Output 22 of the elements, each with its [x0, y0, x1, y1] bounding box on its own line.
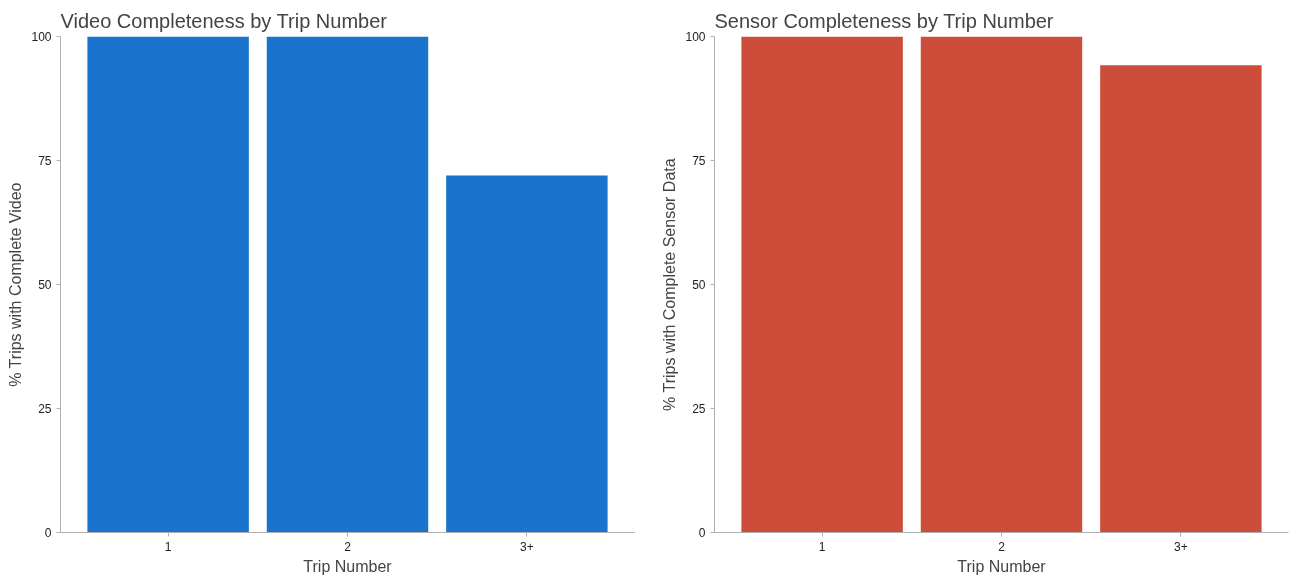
y-tick-label: 100: [685, 30, 706, 44]
y-axis-title: % Trips with Complete Video: [7, 182, 25, 387]
x-tick-label: 3+: [520, 539, 534, 554]
y-tick-label: 75: [38, 154, 52, 168]
y-tick-label: 50: [692, 278, 706, 292]
y-tick-label: 75: [692, 154, 706, 168]
y-tick-label: 25: [38, 402, 52, 416]
y-tick-label: 0: [698, 526, 706, 540]
y-tick-label: 100: [31, 30, 52, 44]
x-axis-title: Trip Number: [957, 557, 1047, 575]
x-tick-label: 1: [818, 539, 826, 554]
y-tick-label: 25: [692, 402, 706, 416]
chart-title: Video Completeness by Trip Number: [60, 9, 388, 32]
chart-title: Sensor Completeness by Trip Number: [714, 9, 1054, 32]
x-tick-label: 3+: [1174, 539, 1188, 554]
x-tick-label: 1: [164, 539, 172, 554]
y-tick-label: 50: [38, 278, 52, 292]
y-axis-title: % Trips with Complete Sensor Data: [661, 158, 679, 411]
x-axis-title: Trip Number: [303, 557, 393, 575]
y-tick-label: 0: [44, 526, 52, 540]
x-tick-label: 2: [344, 539, 352, 554]
x-tick-label: 2: [998, 539, 1006, 554]
